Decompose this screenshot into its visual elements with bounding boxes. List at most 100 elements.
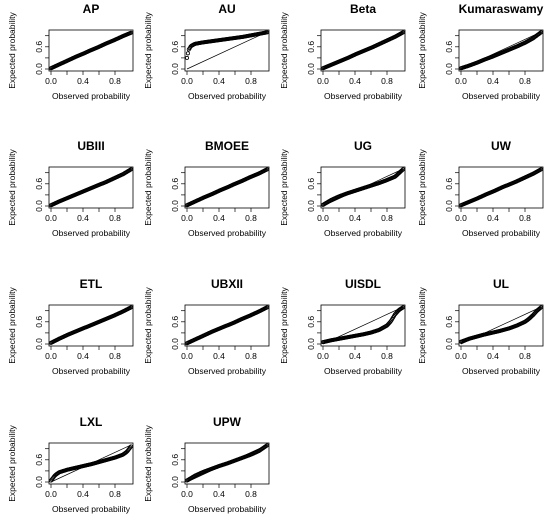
x-axis-label: Observed probability (52, 504, 131, 514)
data-point (264, 167, 269, 172)
x-tick-label: 0.4 (487, 213, 499, 223)
data-point (128, 444, 133, 449)
x-tick-label: 0.8 (245, 351, 257, 361)
plot-frame (184, 29, 270, 72)
chart-panel: UL 0.0 0.4 0.8 0.0 0.6 Observed probability Exp… (417, 277, 544, 376)
y-tick-label: 0.0 (34, 338, 44, 350)
plot-frame (184, 442, 270, 485)
x-tick-label: 0.0 (45, 213, 57, 223)
plot-frame (48, 442, 134, 485)
x-tick-label: 0.0 (45, 351, 57, 361)
chart-panel: ETL 0.0 0.4 0.8 0.0 0.6 Observed probability Ex… (7, 277, 134, 376)
plot-frame (48, 304, 134, 347)
x-tick-label: 0.0 (317, 213, 329, 223)
data-point (400, 167, 405, 172)
y-axis-label: Expected probability (143, 286, 153, 363)
plot-frame (458, 166, 544, 209)
x-tick-label: 0.4 (213, 76, 225, 86)
chart-panel: UBXII 0.0 0.4 0.8 0.0 0.6 Observed probability… (143, 277, 270, 376)
y-axis-label: Expected probability (143, 424, 153, 501)
panel-title: AP (83, 2, 100, 16)
data-point (400, 30, 405, 35)
panel-title: UG (354, 139, 372, 153)
data-point (184, 55, 189, 60)
x-tick-label: 0.4 (487, 351, 499, 361)
x-axis-label: Observed probability (52, 228, 131, 238)
x-tick-label: 0.8 (381, 351, 393, 361)
x-tick-label: 0.4 (213, 489, 225, 499)
panel-title: UISDL (345, 277, 381, 291)
chart-panel: BMOEE 0.0 0.4 0.8 0.0 0.6 Observed probability… (143, 139, 270, 238)
y-tick-label: 0.0 (306, 63, 316, 75)
x-tick-label: 0.8 (381, 213, 393, 223)
x-tick-label: 0.0 (181, 76, 193, 86)
x-tick-label: 0.4 (349, 76, 361, 86)
x-tick-label: 0.8 (381, 76, 393, 86)
panel-title: LXL (80, 415, 103, 429)
data-point (128, 305, 133, 310)
x-tick-label: 0.8 (245, 213, 257, 223)
x-tick-label: 0.4 (77, 351, 89, 361)
panel-title: ETL (80, 277, 103, 291)
x-axis-label: Observed probability (324, 91, 403, 101)
x-axis-label: Observed probability (52, 366, 131, 376)
panel-title: AU (218, 2, 235, 16)
data-point (400, 168, 405, 173)
x-axis-label: Observed probability (188, 366, 267, 376)
y-axis-label: Expected probability (279, 11, 289, 88)
x-tick-label: 0.8 (109, 213, 121, 223)
y-tick-label: 0.6 (170, 454, 180, 466)
y-tick-label: 0.6 (444, 178, 454, 190)
x-tick-label: 0.8 (519, 351, 531, 361)
y-axis-label: Expected probability (279, 286, 289, 363)
x-axis-label: Observed probability (52, 91, 131, 101)
chart-panel: UW 0.0 0.4 0.8 0.0 0.6 Observed probability Exp… (417, 139, 544, 238)
x-tick-label: 0.0 (455, 76, 467, 86)
x-tick-label: 0.8 (245, 489, 257, 499)
y-tick-label: 0.6 (306, 316, 316, 328)
x-tick-label: 0.0 (45, 76, 57, 86)
y-tick-label: 0.0 (444, 63, 454, 75)
chart-panel: UISDL 0.0 0.4 0.8 0.0 0.6 Observed probability… (279, 277, 406, 376)
x-tick-label: 0.4 (213, 213, 225, 223)
panel-title: UPW (213, 415, 242, 429)
y-tick-label: 0.6 (306, 41, 316, 53)
reference-line (186, 31, 268, 70)
x-tick-label: 0.0 (45, 489, 57, 499)
y-axis-label: Expected probability (7, 148, 17, 225)
plot-frame (184, 304, 270, 347)
data-point (539, 305, 544, 310)
panel-title: UL (493, 277, 509, 291)
chart-panel: Beta 0.0 0.4 0.8 0.0 0.6 Observed probability E… (279, 2, 406, 101)
plot-frame (458, 304, 544, 347)
chart-panel: UG 0.0 0.4 0.8 0.0 0.6 Observed probability Exp… (279, 139, 406, 238)
x-tick-label: 0.0 (181, 351, 193, 361)
x-axis-label: Observed probability (462, 366, 541, 376)
y-tick-label: 0.0 (444, 338, 454, 350)
plot-frame (458, 29, 544, 72)
x-tick-label: 0.8 (109, 489, 121, 499)
x-tick-label: 0.8 (109, 351, 121, 361)
x-axis-label: Observed probability (188, 228, 267, 238)
y-tick-label: 0.6 (34, 316, 44, 328)
x-tick-label: 0.4 (77, 213, 89, 223)
y-tick-label: 0.0 (306, 338, 316, 350)
panel-title: Kumaraswamy (459, 2, 544, 16)
x-tick-label: 0.0 (317, 351, 329, 361)
plot-frame (320, 29, 406, 72)
x-tick-label: 0.8 (109, 76, 121, 86)
plot-frame (320, 166, 406, 209)
x-tick-label: 0.8 (519, 213, 531, 223)
y-axis-label: Expected probability (417, 148, 427, 225)
x-tick-label: 0.4 (349, 213, 361, 223)
x-tick-label: 0.4 (213, 351, 225, 361)
x-tick-label: 0.4 (349, 351, 361, 361)
x-axis-label: Observed probability (324, 366, 403, 376)
x-axis-label: Observed probability (462, 91, 541, 101)
data-point (128, 167, 133, 172)
y-axis-label: Expected probability (7, 424, 17, 501)
data-point (264, 443, 269, 448)
chart-panel: AP 0.0 0.4 0.8 0.0 0.6 Observed probability Exp… (7, 2, 134, 101)
y-axis-label: Expected probability (417, 286, 427, 363)
x-tick-label: 0.8 (519, 76, 531, 86)
